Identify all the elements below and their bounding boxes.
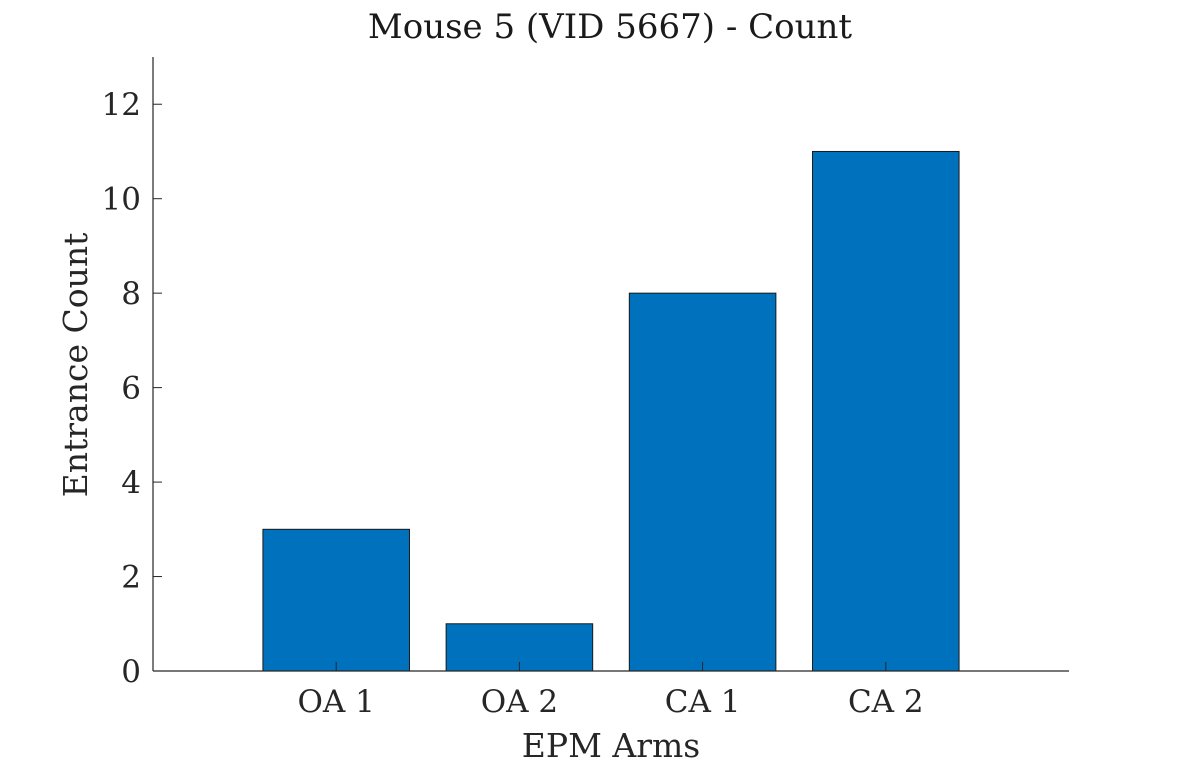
x-tick-label: OA 1: [298, 684, 375, 720]
y-tick-label: 10: [102, 182, 141, 218]
chart-title: Mouse 5 (VID 5667) - Count: [368, 7, 852, 47]
bars-group: [262, 150, 960, 672]
x-tick-label: CA 1: [665, 684, 741, 720]
x-tick-label: CA 2: [848, 684, 924, 720]
y-axis: 0 2 4 6 8 10 12: [102, 57, 162, 690]
y-tick-label: 4: [121, 465, 141, 501]
bar-ca-1: [628, 292, 777, 672]
y-tick-label: 2: [121, 560, 141, 596]
x-axis: OA 1 OA 2 CA 1 CA 2: [153, 662, 1069, 720]
y-tick-label: 8: [121, 276, 141, 312]
y-tick-label: 12: [102, 87, 141, 123]
bar-oa-1: [262, 528, 410, 672]
x-tick-label: OA 2: [481, 684, 558, 720]
y-tick-label: 0: [121, 654, 141, 690]
y-axis-label: Entrance Count: [56, 233, 95, 498]
y-tick-label: 6: [121, 371, 141, 407]
bar-ca-2: [812, 150, 960, 672]
x-axis-label: EPM Arms: [522, 726, 700, 765]
